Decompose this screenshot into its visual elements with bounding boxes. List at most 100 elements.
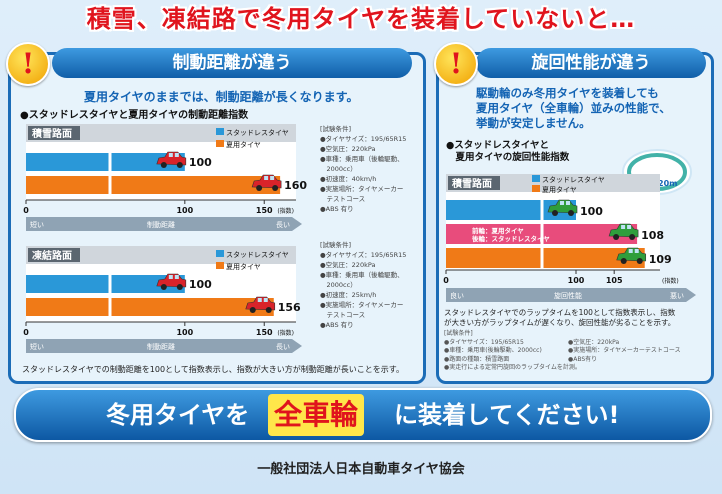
car-wheel [249,307,256,313]
condition-line: ●空気圧：220kPa [320,145,376,153]
data-label: 160 [284,179,307,192]
chart-title: 積雪路面 [31,127,72,140]
x-unit: (指数) [277,207,294,215]
car-wheel [176,162,183,168]
axis-short: 短い [30,220,44,229]
condition-line: [試験条件] [444,330,473,337]
condition-line: ●路面の種類：積雪路面 [444,355,510,363]
cornering-note-line: が大きい方がラップタイムが遅くなり、旋回性能が劣ることを示す。 [444,318,676,327]
car-icon [251,174,282,191]
conditions-ice: [試験条件] ●タイヤサイズ：195/65R15 ●空気圧：220kPa ●車種：乗用… [320,240,406,330]
condition-line: ●空気圧：220kPa [320,261,376,269]
condition-line: ●車種：乗用車（後輪駆動、 [320,271,404,279]
car-window [634,249,639,253]
braking-subhead: ●スタッドレスタイヤと夏用タイヤの制動距離指数 [20,110,249,121]
car-window [270,176,275,180]
legend-swatch-studless [532,175,540,182]
car-window [174,153,179,157]
bar-label: 前輪：夏用タイヤ [472,226,524,235]
car-window [174,275,179,279]
car-wheel [272,185,279,191]
x-tick-label: 150 [256,206,273,215]
axis-arrow [26,339,302,353]
x-tick-label: 100 [568,276,585,285]
condition-line: ●実施場所：タイヤメーカー [320,301,404,309]
axis-long: 長い [276,221,290,229]
axis-arrow [446,288,696,302]
x-tick-label: 0 [23,328,29,337]
car-wheel [256,185,263,191]
legend-swatch-studless [216,128,224,135]
cornering-subhead-line: 夏用タイヤの旋回性能指数 [446,152,570,163]
bar [26,153,185,171]
condition-line: ●初速度：40km/h [320,175,377,183]
car-window [560,201,564,205]
data-label: 156 [278,301,301,314]
x-tick-label: 100 [176,206,193,215]
condition-line: ●タイヤサイズ：195/65R15 [444,338,524,346]
bar [26,275,185,293]
car-icon [156,151,187,168]
car-wheel [552,210,558,216]
bar-label: 後輪：スタッドレスタイヤ [472,234,550,243]
condition-line: ●タイヤサイズ：195/65R15 [320,135,407,143]
cornering-lead-line: 夏用タイヤ（全車輪）並みの性能で、 [476,101,671,115]
condition-line: ●タイヤサイズ：195/65R15 [320,251,407,259]
banner-highlight: 全車輪 [268,394,365,436]
condition-line: ●実走行による定常円旋回のラップタイムを計測。 [444,364,581,371]
condition-line: ●車種：乗用車(後輪駆動、2000cc) [444,347,542,354]
car-window [628,249,633,253]
condition-line: テストコース [320,311,366,319]
legend-label: 夏用タイヤ [226,262,261,271]
chart-header-band [26,246,296,264]
axis-label: 制動距離 [147,220,175,229]
cornering-subhead-line: ●スタッドレスタイヤと [446,140,550,151]
data-label: 100 [189,156,212,169]
braking-note: スタッドレスタイヤでの制動距離を100として指数表示し、指数が大きい方が制動距離… [22,365,404,374]
car-wheel [265,307,272,313]
car-icon [608,223,639,240]
legend-label: 夏用タイヤ [226,140,261,149]
car-window [257,298,262,302]
x-unit: (指数) [277,329,294,337]
axis-label: 制動距離 [147,342,175,351]
car-wheel [620,258,627,264]
bar [446,248,645,268]
data-label: 109 [649,253,672,266]
cornering-lead-line: 駆動輪のみ冬用タイヤを装着しても [476,86,659,100]
car-wheel [568,210,574,216]
legend-label: スタッドレスタイヤ [226,250,289,259]
car-window [627,225,632,229]
data-label: 108 [641,229,664,242]
condition-line: ●ABS 有り [320,321,354,329]
chart-title-bg [28,126,80,140]
condition-line: ●初速度：25km/h [320,291,377,299]
car-window [566,201,570,205]
cornering-lead: 駆動輪のみ冬用タイヤを装着しても 夏用タイヤ（全車輪）並みの性能で、 挙動が安定しま… [476,86,671,131]
condition-line: ●車種：乗用車（後輪駆動、 [320,155,404,163]
x-tick-label: 105 [606,276,623,285]
cornering-lead-line: 挙動が安定しません。 [476,116,591,130]
axis-arrow [26,217,302,231]
cornering-note-line: スタッドレスタイヤでのラップタイムを100として指数表示し、指数 [444,308,676,317]
x-tick-label: 0 [23,206,29,215]
headline: 積雪、凍結路で冬用タイヤを装着していないと… [86,5,636,33]
x-unit: (指数) [662,277,679,285]
chart-title-bg [448,176,500,190]
car-wheel [629,234,636,240]
condition-line: ●実施場所：タイヤメーカー [320,185,404,193]
car-icon [245,296,276,313]
conditions-snow: [試験条件] ●タイヤサイズ：195/65R15 ●空気圧：220kPa ●車種：乗用… [320,124,406,214]
cornering-panel-title: 旋回性能が違う [476,48,706,78]
braking-lead: 夏用タイヤのままでは、制動距離が長くなります。 [84,90,359,104]
chart-title: 積雪路面 [451,177,492,190]
condition-line: [試験条件] [320,241,352,249]
cornering-note: スタッドレスタイヤでのラップタイムを100として指数表示し、指数 が大きい方がラッ… [444,308,675,328]
legend-swatch-summer [532,185,540,192]
car-wheel [160,284,167,290]
legend-label: 夏用タイヤ [542,185,577,194]
axis-short: 良い [450,291,464,300]
condition-line: 2000cc） [320,165,357,173]
car-window [168,153,173,157]
